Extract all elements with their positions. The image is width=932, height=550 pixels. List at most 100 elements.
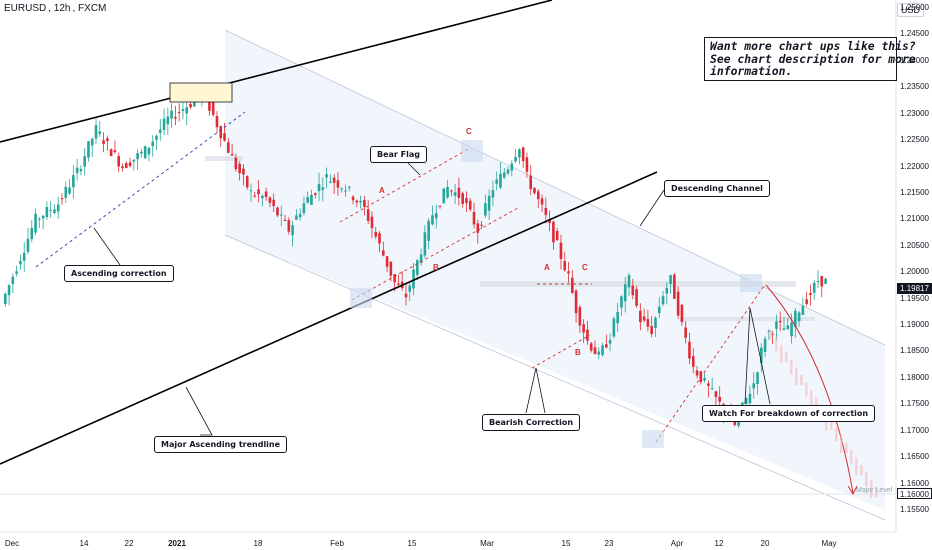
candle-body [691,356,695,367]
candle [219,125,223,147]
candle [778,311,782,332]
candle [438,205,442,209]
candle [510,160,514,177]
candle [760,343,763,373]
candle-body [336,180,340,188]
candle [325,167,328,189]
candle [620,295,623,317]
candle-body [650,326,653,335]
candle [714,390,718,408]
candle [211,101,215,117]
candle [563,251,567,272]
candle-body [703,377,706,381]
candle [385,256,389,273]
projected-candle [795,367,798,386]
candles [4,85,827,428]
candle-body [639,310,642,323]
time-tick-label: May [821,539,837,548]
candle [347,185,351,192]
candle [166,107,170,135]
drawings [0,0,878,498]
candle-body [382,250,385,256]
candle [688,332,691,365]
currency-button[interactable]: USD [896,3,924,17]
candle-body [771,333,774,335]
candle [344,184,347,197]
candle [574,289,578,323]
candle-body [529,175,533,190]
candle [748,385,752,405]
candle-body [586,329,589,341]
candle-body [291,225,294,236]
callout-ascending-correction: Ascending correction [64,265,174,282]
candle-body [555,230,559,241]
upper-trendline [0,0,553,143]
price-tick-label: 1.21000 [900,214,929,224]
projected-candle [865,472,868,487]
candle [801,297,805,316]
candle [589,341,593,353]
candle [416,259,419,281]
candle-body [253,195,257,197]
price-axis [0,0,897,533]
candle [529,164,533,196]
candle [261,194,264,207]
candle-body [548,219,551,223]
candle-body [302,203,306,214]
candle-body [582,324,585,333]
candle [19,254,22,271]
candle-body [695,370,699,376]
candle [805,291,808,307]
price-tick-label: 1.16500 [900,452,929,462]
candle [242,164,245,186]
time-tick-label: Feb [330,539,344,548]
candle-body [665,287,669,294]
candle [4,292,7,307]
pointer-ascending [93,227,121,266]
candle [514,149,517,164]
candle-body [313,193,317,195]
candle-body [676,291,680,316]
candle [695,366,699,379]
candle-body [234,157,238,170]
candle [767,329,771,340]
candle-body [786,325,790,330]
candle-body [166,116,170,125]
candle [457,177,461,206]
candle-body [374,231,378,237]
candle [140,148,143,158]
candle [453,184,457,204]
projected-candle [850,450,853,464]
candle-body [457,187,461,198]
candle [245,175,249,190]
candle-body [83,156,86,167]
chart-title: EURUSD, 12h, FXCM [4,3,107,14]
old-support-zone [205,156,243,161]
candle-body [355,200,359,203]
price-tick-label: 1.24500 [900,29,929,39]
candle-body [552,221,555,243]
candle [230,144,234,156]
candle-body [563,261,567,271]
candle-body [805,299,808,304]
candle [151,135,155,157]
candle-body [60,198,64,200]
candle-body [710,388,714,390]
candle [816,269,820,288]
time-tick-label: Mar [480,539,494,548]
candle [268,196,272,208]
candle-body [635,289,638,306]
candle-body [518,149,521,158]
candle-body [506,169,510,174]
ascending-correction-line [35,111,246,268]
candle-body [688,341,691,359]
candle-body [419,254,423,264]
candle [30,220,34,243]
candle [752,372,756,399]
price-tick-label: 1.17500 [900,399,929,409]
candle [302,196,306,216]
candle [627,272,631,297]
candle-body [593,347,597,355]
price-tick-label: 1.19500 [900,293,929,303]
candle-body [431,215,434,225]
